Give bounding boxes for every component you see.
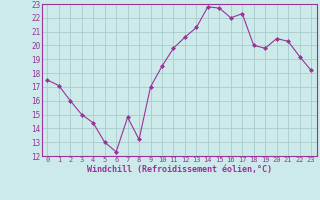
- X-axis label: Windchill (Refroidissement éolien,°C): Windchill (Refroidissement éolien,°C): [87, 165, 272, 174]
